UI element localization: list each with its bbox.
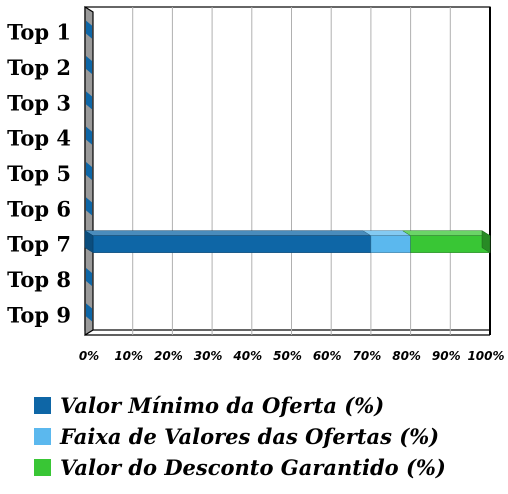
legend: Valor Mínimo da Oferta (%) Faixa de Valo… [34, 390, 446, 483]
category-label-2: Top 2 [7, 55, 71, 80]
category-label-6: Top 6 [7, 196, 71, 221]
x-tick-label-1: 10% [114, 349, 143, 363]
bar-group-4 [86, 126, 92, 145]
legend-swatch-2 [34, 459, 51, 476]
legend-item-2: Valor do Desconto Garantido (%) [34, 452, 446, 483]
bar-group-3 [86, 91, 92, 110]
x-tick-label-3: 30% [194, 349, 223, 363]
x-tick-label-0: 0% [79, 349, 99, 363]
bar-empty-1 [86, 20, 92, 39]
bar-group-9 [86, 303, 92, 322]
category-label-5: Top 5 [7, 161, 71, 186]
bar-empty-6 [86, 197, 92, 216]
bar-group-2 [86, 56, 92, 74]
x-tick-label-2: 20% [154, 349, 183, 363]
bars [84, 20, 491, 322]
plot-back-wall [84, 5, 491, 337]
x-tick-label-9: 90% [432, 349, 461, 363]
x-tick-labels: 0% 10% 20% 30% 40% 50% 60% 70% 80% 90% 100% [79, 349, 505, 363]
bar-group-7 [84, 230, 491, 254]
x-tick-label-10: 100% [467, 349, 504, 363]
bar-empty-3 [86, 91, 92, 110]
bar-group-6 [86, 197, 92, 216]
category-label-7: Top 7 [7, 232, 71, 257]
x-tick-label-5: 50% [273, 349, 302, 363]
bar-group-8 [86, 268, 92, 286]
x-tick-label-8: 80% [392, 349, 421, 363]
bar-empty-8 [86, 268, 92, 286]
legend-label-1: Faixa de Valores das Ofertas (%) [60, 424, 440, 449]
legend-label-2: Valor do Desconto Garantido (%) [60, 455, 446, 480]
bar-7-series-2 [401, 230, 491, 254]
gridlines [132, 7, 451, 335]
bar-7-series-0 [84, 230, 372, 254]
x-tick-label-7: 70% [353, 349, 382, 363]
bar-empty-9 [86, 303, 92, 322]
bar-7-series-1 [362, 230, 412, 253]
x-tick-label-4: 40% [232, 349, 262, 363]
legend-item-1: Faixa de Valores das Ofertas (%) [34, 421, 446, 452]
category-labels: Top 1 Top 2 Top 3 Top 4 Top 5 Top 6 Top 7 Top 8… [7, 20, 71, 328]
legend-swatch-0 [34, 397, 51, 414]
legend-item-0: Valor Mínimo da Oferta (%) [34, 390, 446, 421]
category-label-3: Top 3 [7, 90, 71, 115]
bar-empty-4 [86, 126, 92, 145]
bar-group-1 [86, 20, 92, 39]
category-label-8: Top 8 [7, 267, 71, 292]
legend-label-0: Valor Mínimo da Oferta (%) [60, 393, 385, 418]
legend-swatch-1 [34, 428, 51, 445]
bar-empty-5 [86, 162, 92, 180]
category-label-4: Top 4 [7, 126, 71, 151]
x-tick-label-6: 60% [313, 349, 342, 363]
bar-empty-2 [86, 56, 92, 74]
plot-area [84, 6, 491, 331]
category-label-1: Top 1 [7, 20, 71, 45]
bar-group-5 [86, 162, 92, 180]
category-label-9: Top 9 [7, 302, 71, 327]
